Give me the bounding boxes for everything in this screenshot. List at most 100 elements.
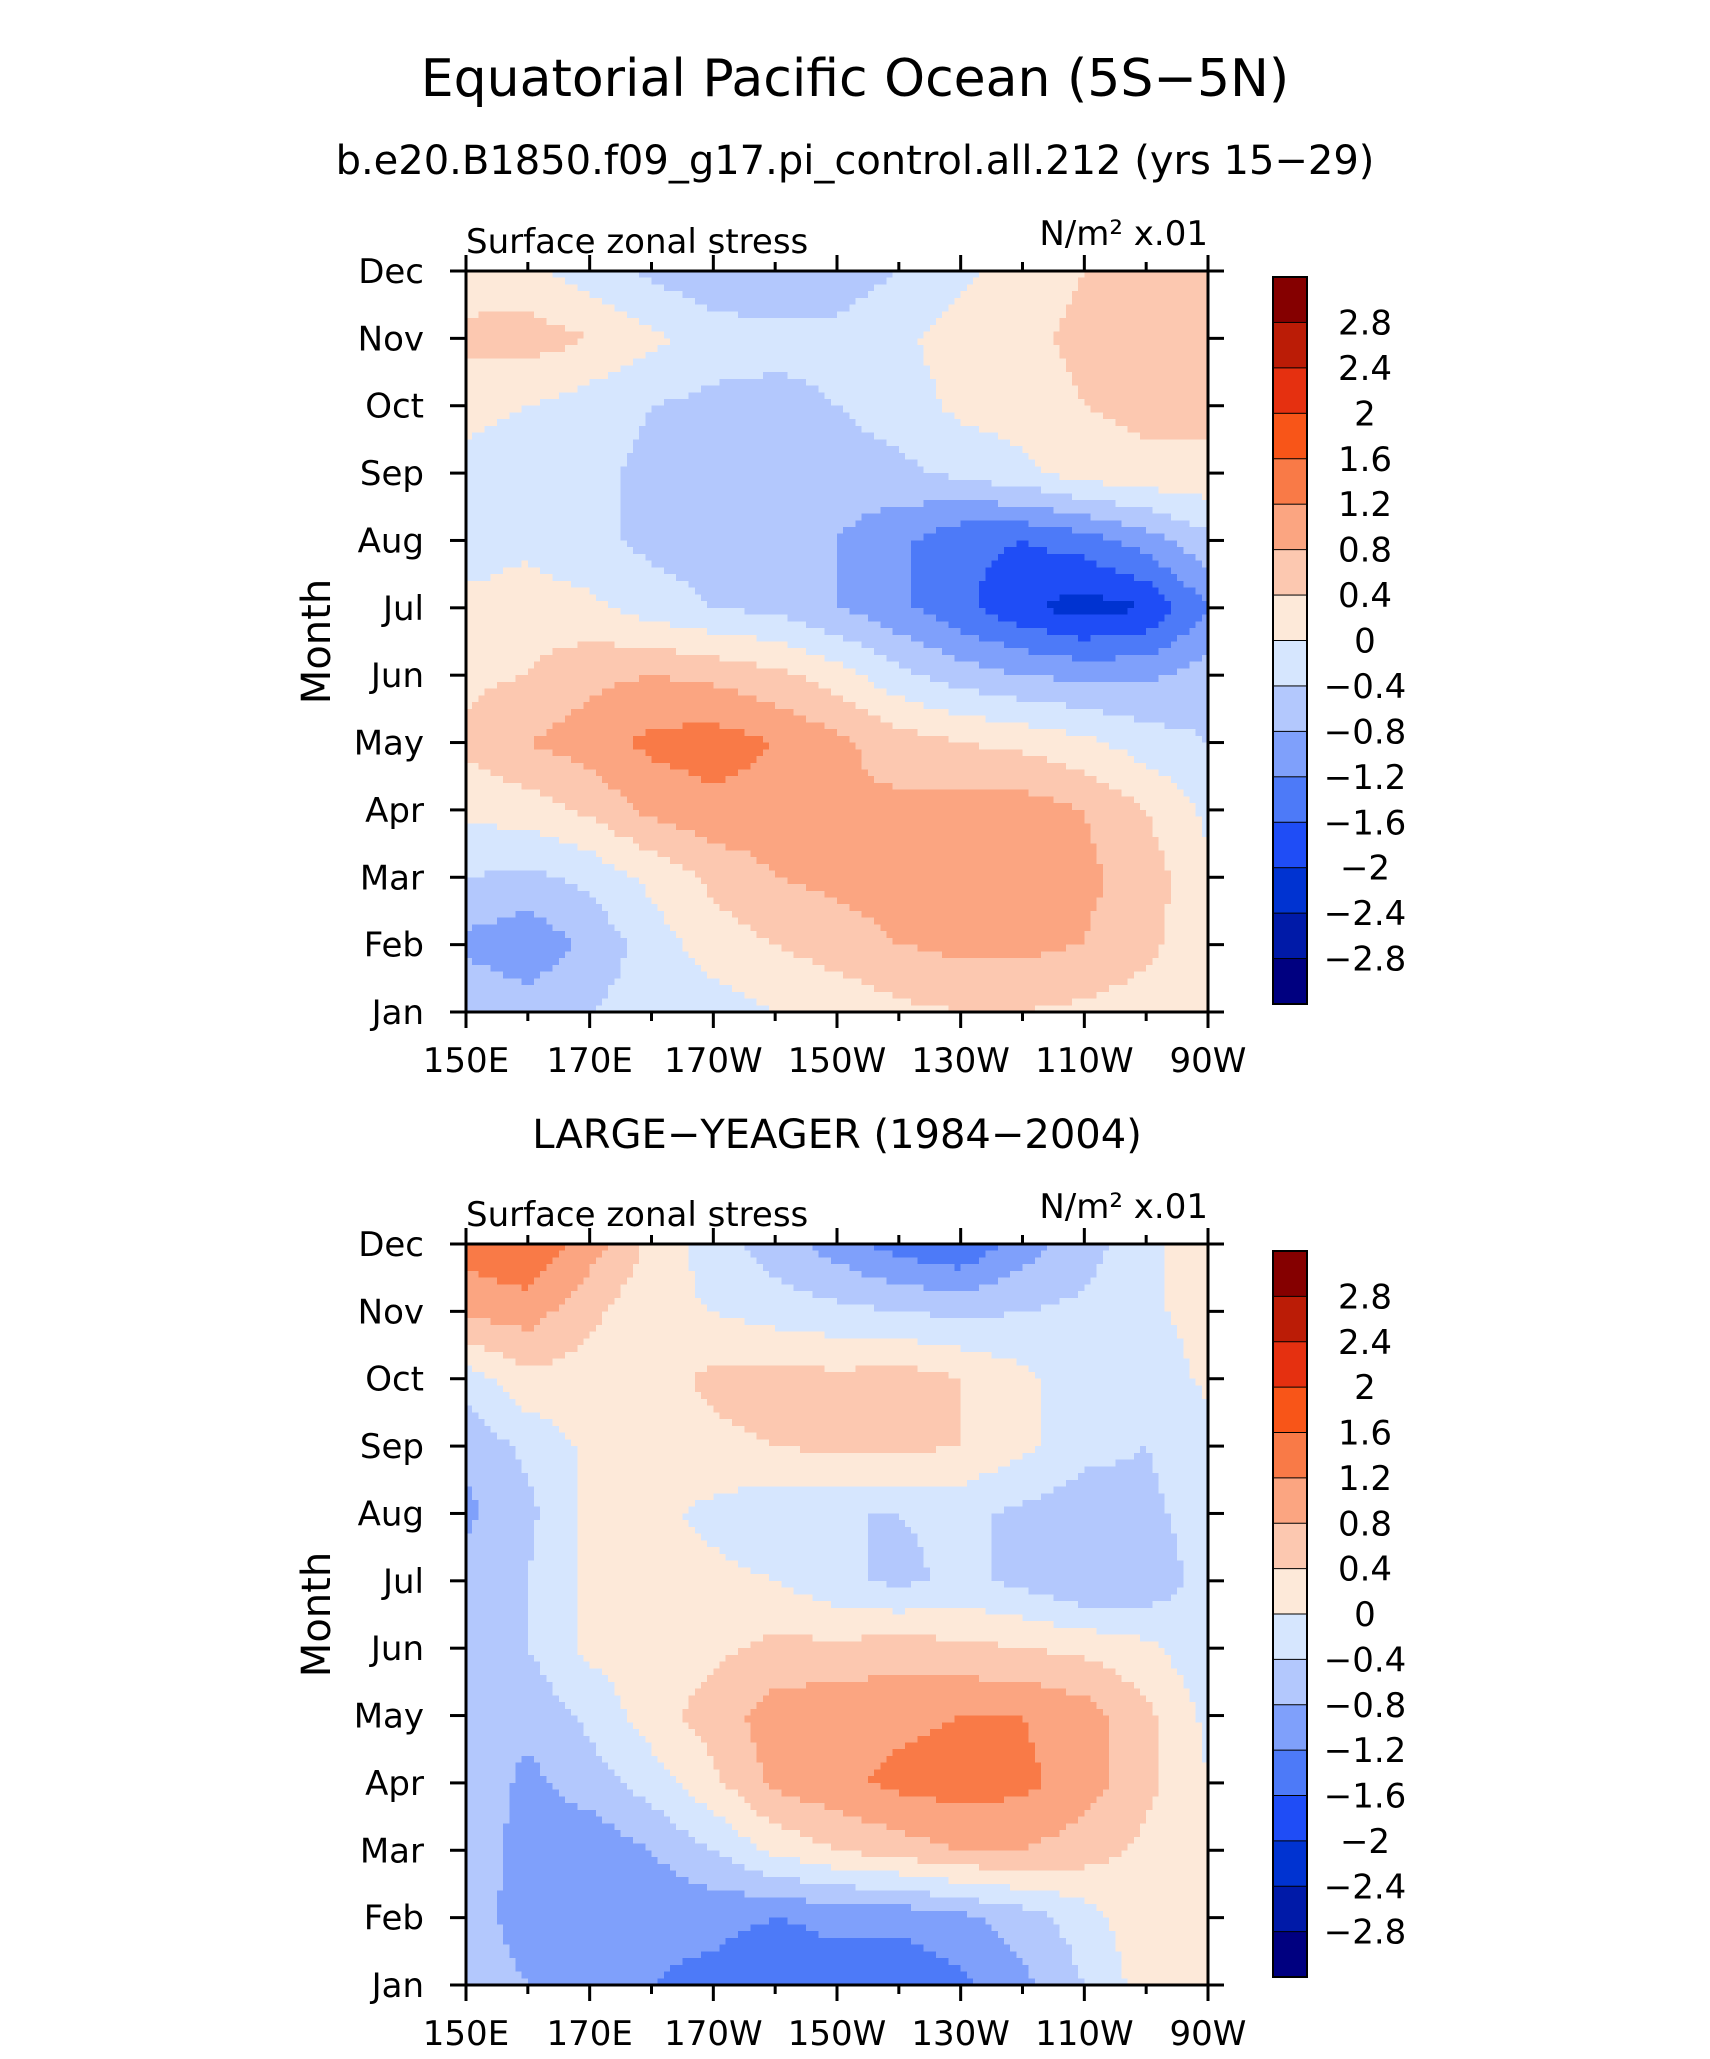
contour-cell [960,419,968,427]
contour-cell [540,392,547,400]
contour-cell [787,459,795,467]
contour-cell [651,378,659,387]
contour-cell [694,405,702,414]
contour-cell [558,297,566,306]
contour-cell [1170,432,1178,441]
contour-cell [632,291,640,299]
contour-cell [515,372,523,380]
contour-cell [1109,271,1116,279]
contour-cell [521,271,529,279]
contour-cell [478,500,486,508]
contour-cell [1109,425,1116,434]
contour-cell [824,520,832,528]
contour-cell [1078,486,1085,494]
contour-cell [1102,432,1110,441]
contour-cell [657,466,665,474]
contour-cell [923,486,931,494]
contour-cell [843,304,850,313]
contour-cell [608,385,615,393]
contour-cell [855,500,863,508]
contour-cell [1102,378,1110,387]
contour-cell [806,291,813,299]
contour-cell [750,351,758,360]
contour-cell [929,324,937,333]
contour-cell [756,405,764,414]
contour-cell [595,331,603,339]
contour-cell [750,277,758,286]
contour-cell [527,331,535,339]
contour-cell [1170,277,1178,286]
contour-cell [849,540,857,548]
contour-cell [756,452,764,461]
contour-cell [1047,392,1055,400]
contour-cell [985,513,993,521]
contour-cell [466,412,473,420]
contour-cell [837,311,844,319]
contour-cell [837,520,844,528]
contour-cell [781,324,789,333]
contour-cell [645,358,653,366]
contour-cell [1164,345,1172,353]
contour-cell [818,392,826,400]
contour-cell [1028,345,1036,353]
contour-cell [626,405,634,414]
contour-cell [861,486,869,494]
contour-cell [892,513,900,521]
contour-cell [1170,345,1178,353]
contour-cell [1065,392,1073,400]
contour-cell [663,398,671,407]
contour-cell [830,345,838,353]
contour-cell [639,372,646,380]
contour-cell [793,372,801,380]
contour-cell [1146,446,1153,454]
contour-cell [738,311,745,319]
contour-cell [738,547,745,555]
contour-cell [521,500,529,508]
contour-cell [713,365,721,373]
contour-cell [564,540,572,548]
contour-cell [843,466,850,474]
contour-cell [478,425,486,434]
contour-cell [867,378,875,387]
contour-cell [768,331,776,339]
contour-cell [966,526,974,535]
contour-cell [546,473,554,481]
contour-cell [1041,398,1048,407]
contour-cell [503,338,510,346]
contour-cell [867,277,875,286]
contour-cell [793,318,801,326]
contour-cell [1096,425,1104,434]
contour-cell [639,284,646,292]
contour-cell [688,533,696,542]
contour-cell [1096,351,1104,360]
contour-cell [515,446,523,454]
contour-cell [886,392,894,400]
contour-cell [527,318,535,326]
contour-cell [837,419,844,427]
contour-cell [639,506,646,515]
contour-cell [837,385,844,393]
contour-cell [880,297,888,306]
contour-cell [923,284,931,292]
contour-cell [484,459,492,467]
contour-cell [1071,412,1079,420]
contour-cell [867,271,875,279]
contour-cell [793,425,801,434]
contour-cell [1078,412,1085,420]
contour-cell [911,473,918,481]
contour-cell [793,365,801,373]
contour-cell [750,446,758,454]
contour-cell [651,331,659,339]
contour-cell [744,372,752,380]
contour-cell [738,486,745,494]
contour-cell [781,459,789,467]
contour-cell [1041,324,1048,333]
contour-cell [1183,291,1191,299]
contour-cell [960,432,968,441]
contour-cell [818,405,826,414]
contour-cell [546,372,554,380]
contour-cell [645,318,653,326]
contour-cell [626,277,634,286]
contour-cell [824,506,832,515]
contour-cell [713,452,721,461]
